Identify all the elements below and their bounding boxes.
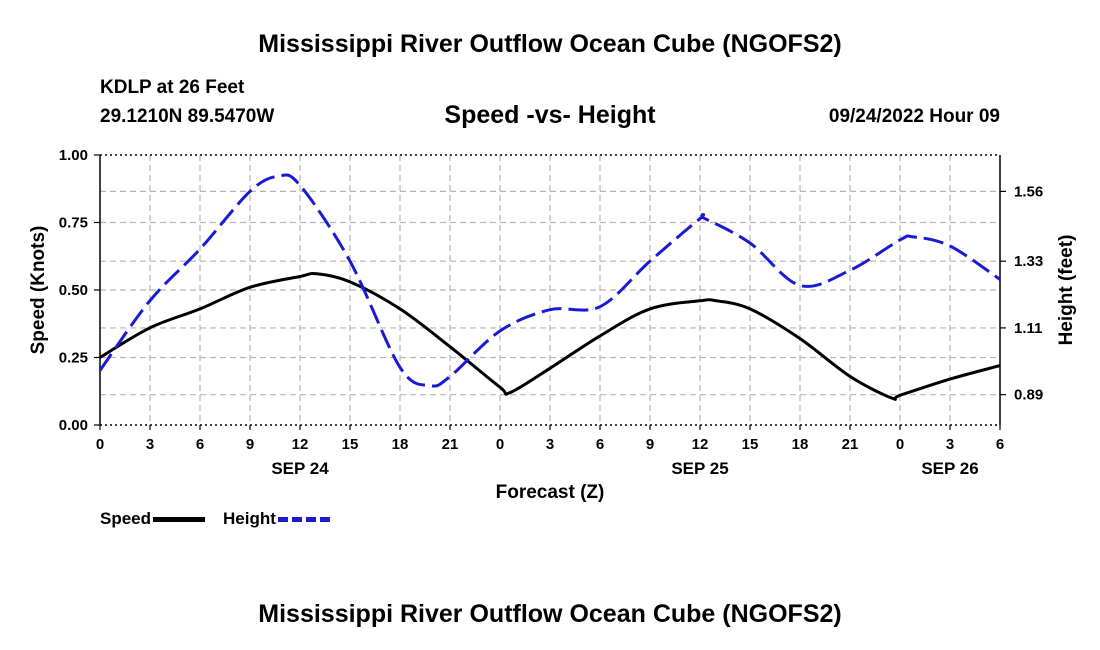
chart-title: Mississippi River Outflow Ocean Cube (NG…	[258, 30, 842, 58]
x-day-label: SEP 24	[271, 459, 329, 478]
station-label: KDLP at 26 Feet	[100, 77, 245, 98]
y2-tick-label: 1.33	[1014, 253, 1043, 270]
x-tick-label: 6	[996, 436, 1004, 453]
legend-label-speed: Speed	[100, 509, 152, 528]
legend-item-height: Height	[223, 509, 330, 529]
legend-swatch-speed	[153, 516, 206, 522]
y-tick-label: 0.25	[59, 350, 88, 367]
y-tick-label: 0.50	[59, 282, 88, 299]
series-line-height	[98, 173, 1001, 388]
x-tick-label: 3	[546, 436, 554, 453]
x-axis-label: Forecast (Z)	[495, 482, 605, 503]
x-tick-label: 3	[146, 436, 154, 453]
y2-axis-label: Height (feet)	[1056, 235, 1077, 346]
x-tick-label: 9	[246, 436, 254, 453]
y-tick-label: 0.75	[59, 215, 88, 232]
x-tick-label: 0	[96, 436, 104, 453]
x-day-label: SEP 25	[671, 459, 728, 478]
y-axis-label: Speed (Knots)	[28, 226, 49, 355]
series-line-speed	[99, 272, 1001, 401]
station-coordinates: 29.1210N 89.5470W	[100, 106, 275, 127]
x-tick-label: 12	[292, 436, 309, 453]
x-tick-label: 21	[442, 436, 459, 453]
legend-label-height: Height	[223, 509, 276, 528]
legend-item-speed: Speed	[100, 509, 206, 529]
y-tick-label: 0.00	[59, 417, 88, 434]
legend-swatch-height	[277, 516, 330, 522]
y2-tick-label: 1.11	[1014, 320, 1042, 337]
x-tick-label: 12	[692, 436, 709, 453]
y2-tick-label: 1.56	[1014, 183, 1043, 200]
legend: Speed Height	[100, 509, 348, 529]
x-tick-label: 6	[196, 436, 204, 453]
x-tick-label: 15	[342, 436, 359, 453]
x-tick-label: 15	[742, 436, 759, 453]
x-tick-label: 6	[596, 436, 604, 453]
x-day-label: SEP 26	[921, 459, 978, 478]
x-tick-label: 0	[496, 436, 504, 453]
x-tick-label: 21	[842, 436, 859, 453]
x-tick-label: 0	[896, 436, 904, 453]
x-tick-label: 9	[646, 436, 654, 453]
x-tick-label: 18	[792, 436, 809, 453]
forecast-datestamp: 09/24/2022 Hour 09	[828, 106, 1000, 127]
footer-title: Mississippi River Outflow Ocean Cube (NG…	[258, 600, 842, 628]
x-tick-label: 18	[392, 436, 409, 453]
y-tick-label: 1.00	[59, 147, 88, 164]
x-tick-label: 3	[946, 436, 954, 453]
y2-tick-label: 0.89	[1014, 387, 1043, 404]
chart-subtitle: Speed -vs- Height	[444, 101, 656, 129]
